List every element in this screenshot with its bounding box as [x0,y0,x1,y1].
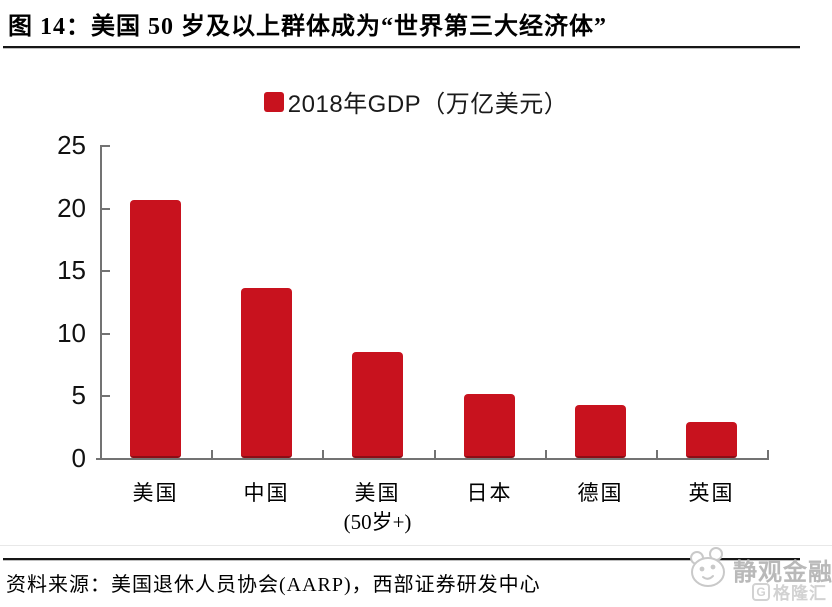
bar-美国 [130,200,181,458]
bar-日本 [464,394,515,458]
y-tick-25 [102,145,110,147]
watermark-brand: 静观金融 [733,559,832,586]
gelonghui-logo-icon: G [752,582,770,601]
legend-swatch-icon [263,91,284,112]
footer-hairline [0,545,832,546]
x-axis-line [96,458,769,460]
chart-legend: 2018年GDP（万亿美元） [0,84,832,119]
y-tick-5 [102,395,110,397]
y-tick-label-0: 0 [71,443,86,473]
bar-德国 [575,405,626,458]
x-category-label-美国: 美国 [132,481,179,505]
x-category-label-德国: 德国 [577,481,624,505]
bar-英国 [686,422,737,458]
x-tick-6 [767,450,769,458]
x-tick-5 [656,450,658,458]
watermark-logo: G 格隆汇 [752,579,827,604]
x-tick-1 [211,450,213,458]
title-divider [3,46,800,49]
bar-chart: 0 5 10 15 20 25 美国 中国 美国 (50岁+) 日本 德国 英国 [57,130,769,534]
figure-title: 图 14：美国 50 岁及以上群体成为“世界第三大经济体” [8,14,607,40]
source-divider [3,558,800,561]
legend-label: 2018年GDP（万亿美元） [287,91,569,118]
x-category-label-中国: 中国 [243,481,290,505]
y-tick-label-25: 25 [57,130,86,160]
bar-美国(50岁+) [352,352,403,458]
x-category-label-日本: 日本 [466,481,513,505]
y-tick-label-10: 10 [57,318,86,348]
source-note: 资料来源：美国退休人员协会(AARP)，西部证券研发中心 [6,574,541,596]
watermark: 静观金融 G 格隆汇 [686,546,832,604]
y-axis-line [100,145,102,460]
y-tick-20 [102,208,110,210]
y-tick-15 [102,270,110,272]
x-tick-3 [434,450,436,458]
y-tick-label-15: 15 [57,255,86,285]
x-tick-4 [545,450,547,458]
watermark-logo-text: 格隆汇 [773,584,827,603]
y-tick-label-5: 5 [71,380,86,410]
x-category-label-英国: 英国 [688,481,735,505]
x-tick-0 [100,450,102,458]
x-category-label-美国: 美国 [354,481,401,505]
panda-icon [690,547,725,587]
bar-中国 [241,288,292,458]
y-tick-label-20: 20 [57,193,86,223]
y-tick-10 [102,333,110,335]
x-category-sublabel-美国: (50岁+) [343,510,412,534]
y-tick-0 [102,458,110,460]
x-tick-2 [322,450,324,458]
